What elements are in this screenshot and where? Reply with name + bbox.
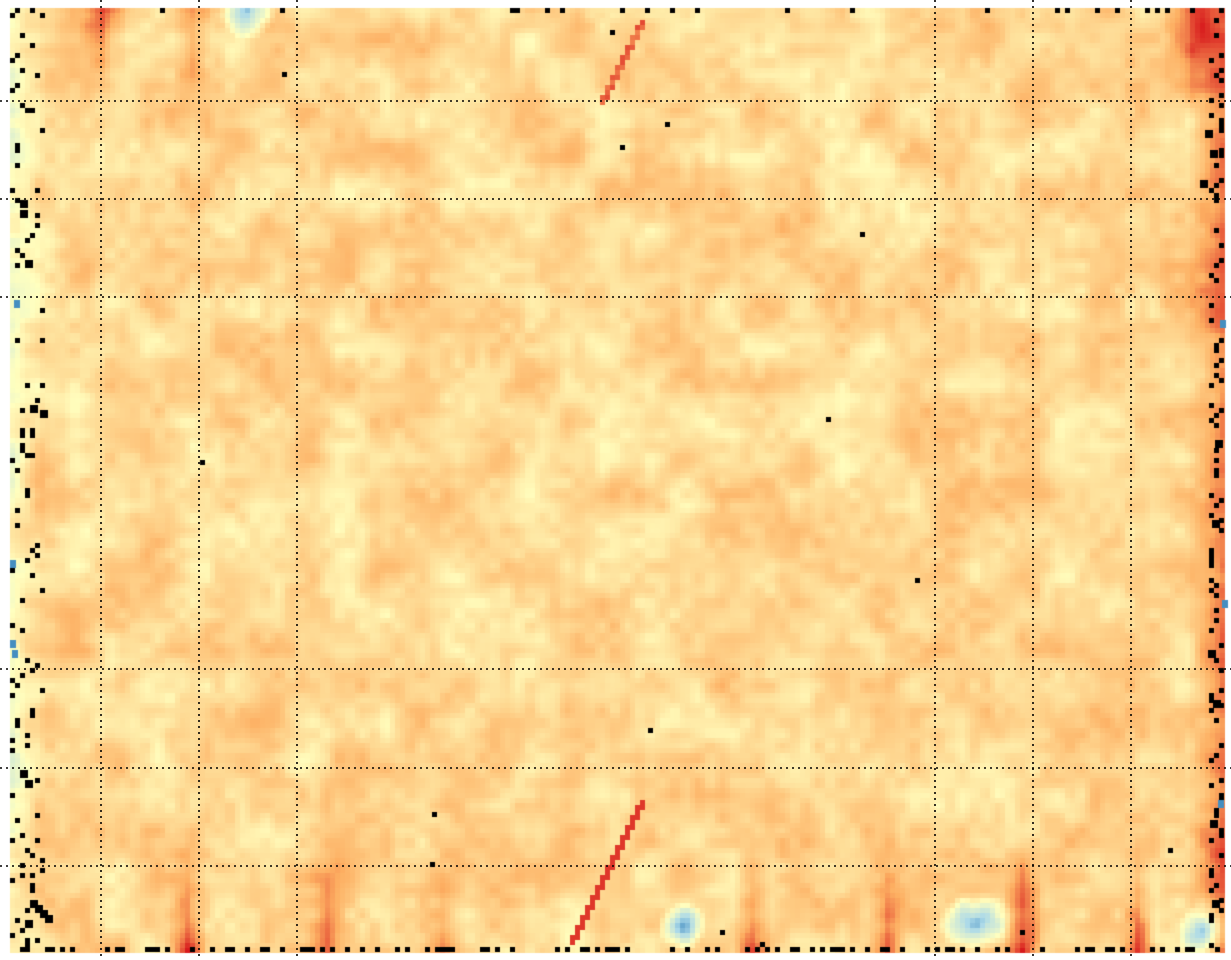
- heatmap-view: [0, 0, 1231, 960]
- heatmap-canvas: [0, 0, 1231, 960]
